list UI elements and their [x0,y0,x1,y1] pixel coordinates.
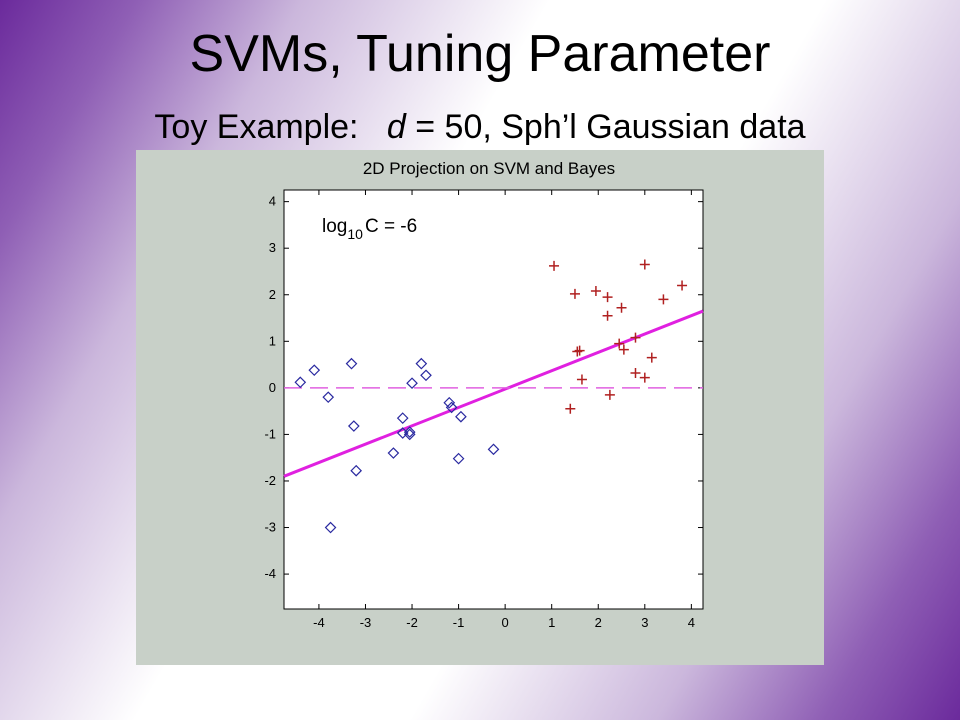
circle-point [445,401,458,414]
plus-point [565,403,576,414]
y-tick-label: 1 [269,333,276,348]
y-tick-label: 4 [269,194,276,209]
x-tick-label: -4 [313,615,325,630]
plus-point [616,302,627,313]
plus-point [630,367,641,378]
subtitle-prefix: Toy Example: [154,108,359,146]
y-tick-label: -2 [264,473,276,488]
scatter-chart: 2D Projection on SVM and Bayes -4 -3 -2 -1 0… [264,159,704,630]
x-tick-label: 0 [502,615,509,630]
svm-solid-line [283,309,704,478]
y-tick-label: -4 [264,566,276,581]
plus-point [590,286,601,297]
chart-title: 2D Projection on SVM and Bayes [363,159,615,178]
x-tick-label: 1 [548,615,555,630]
circle-point [420,369,432,382]
plot-area [283,189,704,610]
circle-point [415,357,428,370]
data-points [294,259,688,534]
y-tick-label: 0 [269,380,276,395]
subtitle-suffix: = 50, Sph’l Gaussian data [415,108,806,146]
plus-point [618,344,629,355]
circle-point [322,391,335,404]
circle-point [350,464,363,477]
x-tick-label: -3 [360,615,372,630]
plus-point [658,294,669,305]
plus-point [602,310,613,321]
plus-point [614,338,625,349]
circle-point [324,521,337,534]
annotation-label: log10 C = -6 [322,216,417,242]
slide-title: SVMs, Tuning Parameter [189,25,771,83]
slide-subtitle: Toy Example: d = 50, Sph’l Gaussian data [0,108,960,147]
x-tick-label: 3 [641,615,648,630]
plus-point [630,332,641,343]
x-tick-label: -2 [406,615,418,630]
chart-panel: 2D Projection on SVM and Bayes -4 -3 -2 -1 0… [136,150,824,665]
plus-point [574,345,585,356]
annotation-rest: C = -6 [365,216,417,237]
plus-point [604,389,615,400]
reference-lines [283,309,704,478]
plus-point [549,260,560,271]
y-tick-label: -3 [264,520,276,535]
plus-point [646,352,657,363]
circle-point [347,420,360,432]
circle-point [487,443,500,456]
axis-ticks: -4 -3 -2 -1 0 1 2 3 4 -4 -3 -2 -1 0 1 2 3 4 [264,190,703,630]
plus-point [576,374,587,385]
annotation-base: log [322,216,347,237]
circle-point [294,376,307,389]
circle-point [406,377,418,390]
circle-point [452,452,465,465]
circle-point [443,396,456,409]
x-tick-label: 2 [595,615,602,630]
circle-point [403,428,416,441]
annotation-subscript: 10 [347,226,363,242]
circle-point [387,447,400,459]
plus-point [572,346,583,357]
circle-point [403,426,416,438]
circle-point [396,412,409,424]
plus-point [677,280,688,291]
x-tick-label: -1 [453,615,465,630]
circle-point [345,357,358,370]
plus-point [569,288,580,299]
y-tick-label: 3 [269,240,276,255]
subtitle-variable: d [386,108,406,146]
plus-point [602,292,613,303]
plus-point [639,259,650,270]
plus-point [639,372,650,383]
y-tick-label: 2 [269,287,276,302]
circle-point [455,410,467,423]
y-tick-label: -1 [264,426,276,441]
x-tick-label: 4 [688,615,695,630]
circle-point [308,364,321,377]
